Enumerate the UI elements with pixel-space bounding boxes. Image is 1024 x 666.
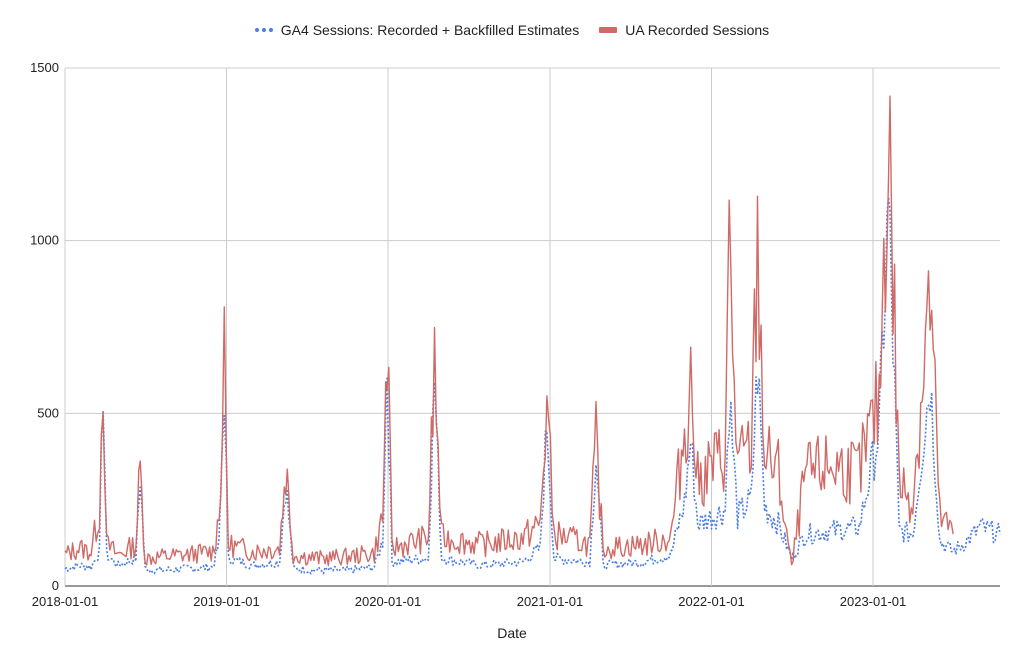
ga4-series-swatch-icon (254, 28, 273, 32)
ua-series-swatch-icon (599, 27, 618, 33)
y-tick-label: 1000 (30, 233, 59, 248)
y-tick-label: 500 (37, 405, 59, 420)
legend-label-ua: UA Recorded Sessions (625, 22, 770, 38)
y-tick-label: 1500 (30, 60, 59, 75)
x-tick-label: 2019-01-01 (193, 594, 260, 609)
ua-series-group (64, 95, 954, 569)
ga4-series-line (64, 196, 1001, 575)
y-tick-labels: 0 500 1000 1500 (30, 60, 59, 593)
x-tick-label: 2018-01-01 (32, 594, 99, 609)
x-tick-label: 2023-01-01 (840, 594, 907, 609)
ua-series-line (64, 95, 954, 567)
legend-item-ua[interactable]: UA Recorded Sessions (599, 22, 769, 38)
legend-label-ga4: GA4 Sessions: Recorded + Backfilled Esti… (280, 22, 580, 38)
x-tick-label: 2020-01-01 (355, 594, 422, 609)
y-tick-label: 0 (52, 578, 59, 593)
ga4-series-group (64, 196, 1001, 575)
legend: GA4 Sessions: Recorded + Backfilled Esti… (0, 22, 1024, 38)
legend-item-ga4[interactable]: GA4 Sessions: Recorded + Backfilled Esti… (254, 22, 580, 38)
x-axis-label: Date (497, 625, 527, 641)
x-tick-labels: 2018-01-01 2019-01-01 2020-01-01 2021-01-01… (32, 594, 907, 609)
grid-lines (64, 67, 1000, 587)
x-tick-label: 2022-01-01 (678, 594, 745, 609)
x-tick-label: 2021-01-01 (517, 594, 584, 609)
